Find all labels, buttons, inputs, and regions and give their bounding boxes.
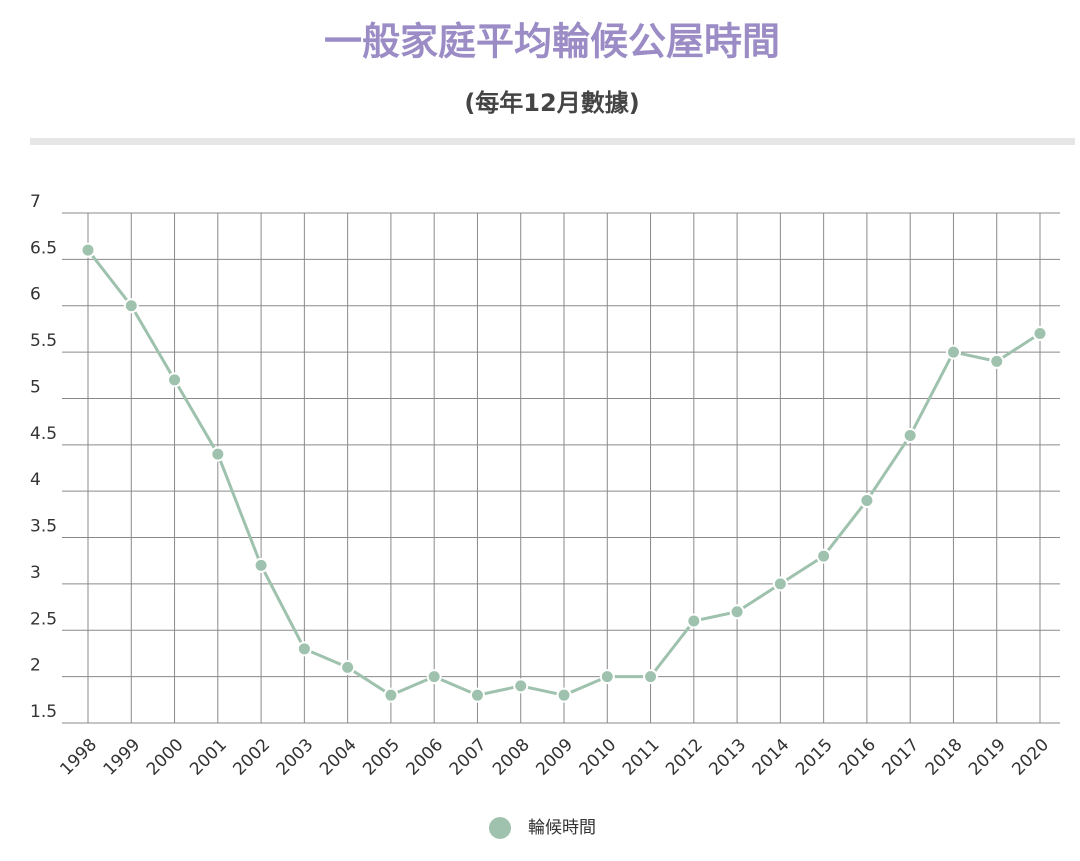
point [816, 548, 832, 564]
y-tick-label: 2.5 [30, 609, 57, 629]
point [296, 641, 312, 657]
point [383, 687, 399, 703]
x-tick-label: 2015 [792, 735, 837, 780]
y-tick-label: 6.5 [30, 238, 57, 258]
x-tick-label: 2017 [879, 735, 924, 780]
x-tick-label: 2019 [965, 735, 1010, 780]
x-tick-label: 2018 [922, 735, 967, 780]
chart-subtitle: (每年12月數據) [464, 89, 639, 117]
y-tick-label: 6 [30, 285, 41, 305]
x-tick-label: 2020 [1008, 735, 1053, 780]
x-tick-label: 2001 [186, 735, 231, 780]
x-tick-label: 2003 [273, 735, 318, 780]
point [643, 669, 659, 685]
x-tick-label: 2008 [489, 735, 534, 780]
x-tick-label: 2004 [316, 735, 361, 780]
divider [30, 138, 1075, 145]
x-tick-label: 2010 [576, 735, 621, 780]
point [599, 669, 615, 685]
y-tick-label: 5.5 [30, 331, 57, 351]
point [210, 446, 226, 462]
point [426, 669, 442, 685]
point [1032, 326, 1048, 342]
legend-label: 輪候時間 [528, 818, 596, 838]
x-tick-label: 2009 [532, 735, 577, 780]
point [80, 242, 96, 258]
y-tick-label: 2 [30, 656, 41, 676]
point [859, 492, 875, 508]
point [989, 353, 1005, 369]
x-tick-label: 2014 [749, 735, 794, 780]
point [167, 372, 183, 388]
point [253, 557, 269, 573]
x-tick-label: 2011 [619, 735, 664, 780]
point [340, 659, 356, 675]
point [902, 428, 918, 444]
y-tick-label: 5 [30, 377, 41, 397]
point [772, 576, 788, 592]
y-tick-label: 7 [30, 192, 41, 212]
y-tick-label: 3.5 [30, 517, 57, 537]
y-tick-label: 1.5 [30, 702, 57, 722]
x-tick-label: 2013 [705, 735, 750, 780]
x-tick-label: 1999 [100, 735, 145, 780]
chart-title: 一般家庭平均輪候公屋時間 [324, 20, 780, 64]
y-tick-label: 4 [30, 470, 41, 490]
y-tick-label: 3 [30, 563, 41, 583]
legend-marker [489, 817, 511, 839]
x-tick-label: 2016 [835, 735, 880, 780]
x-tick-label: 2005 [359, 735, 404, 780]
x-tick-label: 2002 [229, 735, 274, 780]
x-tick-label: 1998 [56, 735, 101, 780]
x-tick-label: 2012 [662, 735, 707, 780]
point [469, 687, 485, 703]
point [945, 344, 961, 360]
point [513, 678, 529, 694]
x-tick-label: 2007 [446, 735, 491, 780]
x-tick-label: 2000 [143, 735, 188, 780]
point [123, 298, 139, 314]
x-tick-label: 2006 [403, 735, 448, 780]
y-tick-label: 4.5 [30, 424, 57, 444]
point [729, 604, 745, 620]
point [556, 687, 572, 703]
point [686, 613, 702, 629]
